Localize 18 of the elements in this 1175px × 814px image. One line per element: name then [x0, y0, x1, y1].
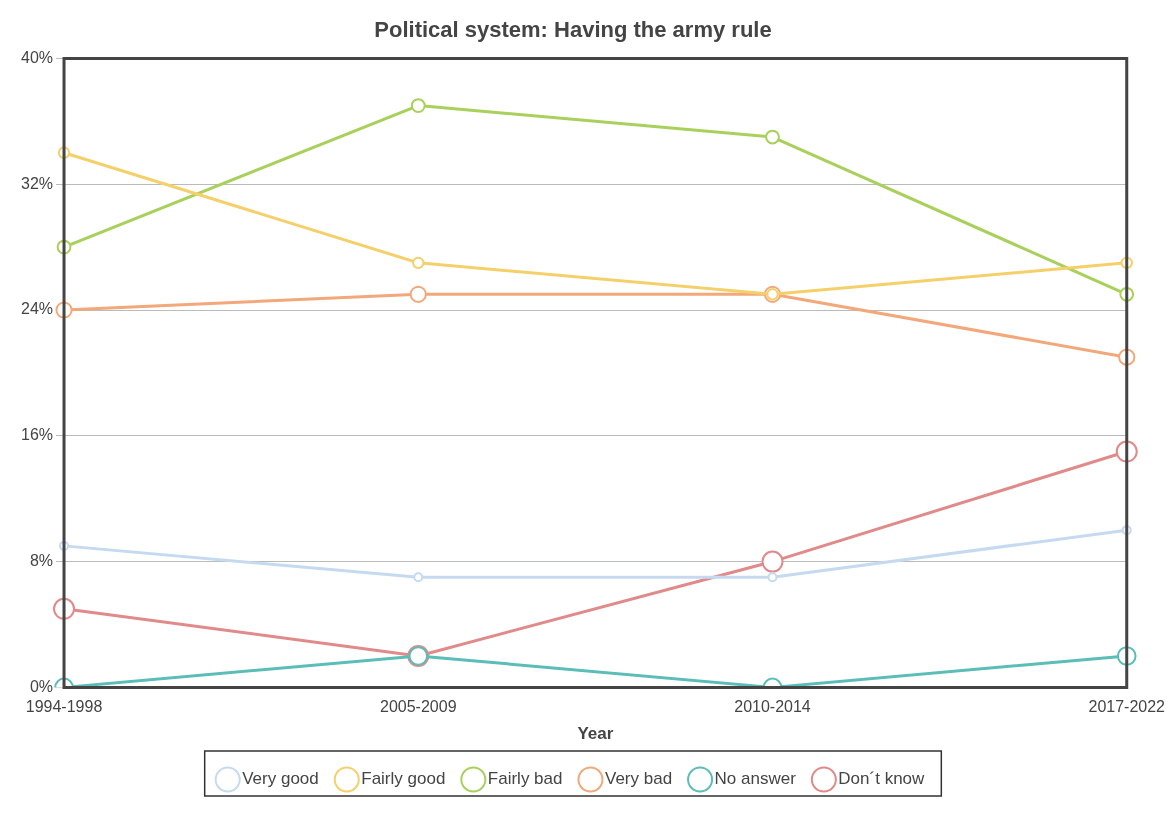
x-tick-label: 2010-2014 [734, 698, 811, 716]
legend-label: Fairly good [361, 769, 446, 789]
y-tick-label: 24% [20, 300, 54, 318]
legend-label: Very bad [604, 769, 673, 789]
legend-label: Very good [242, 769, 319, 789]
y-tick-label: 8% [29, 552, 54, 570]
y-tick-label: 16% [20, 426, 54, 444]
x-axis-title: Year [577, 724, 614, 744]
y-tick-label: 40% [20, 48, 54, 66]
legend-label: Fairly bad [487, 769, 563, 789]
y-tick-label: 32% [20, 174, 54, 192]
legend-label: No answer [714, 769, 797, 789]
chart-title: Political system: Having the army rule [374, 17, 772, 43]
x-tick-label: 2017-2022 [1088, 698, 1166, 716]
x-tick-label: 1994-1998 [25, 698, 103, 716]
y-tick-label: 0% [29, 677, 54, 695]
x-tick-label: 2005-2009 [380, 698, 457, 716]
legend-label: Don´t know [838, 769, 926, 789]
